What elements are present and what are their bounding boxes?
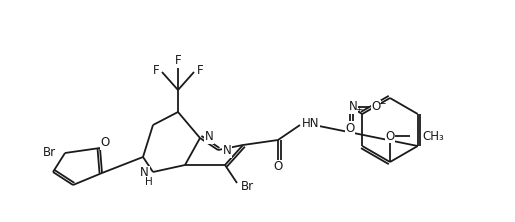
Text: N: N [205, 131, 214, 143]
Text: +: + [355, 105, 363, 115]
Text: CH₃: CH₃ [422, 129, 444, 143]
Text: N: N [140, 166, 149, 180]
Text: N: N [223, 145, 232, 157]
Text: F: F [152, 65, 159, 77]
Text: O: O [346, 121, 355, 135]
Text: O: O [385, 129, 394, 143]
Text: H: H [145, 177, 153, 187]
Text: O: O [273, 161, 283, 174]
Text: −: − [378, 99, 387, 109]
Text: HN: HN [302, 117, 319, 131]
Text: O: O [371, 101, 381, 113]
Text: F: F [197, 65, 203, 77]
Text: Br: Br [42, 145, 56, 159]
Text: N: N [349, 101, 357, 113]
Text: F: F [175, 54, 181, 67]
Text: O: O [100, 137, 110, 149]
Text: Br: Br [241, 180, 253, 192]
